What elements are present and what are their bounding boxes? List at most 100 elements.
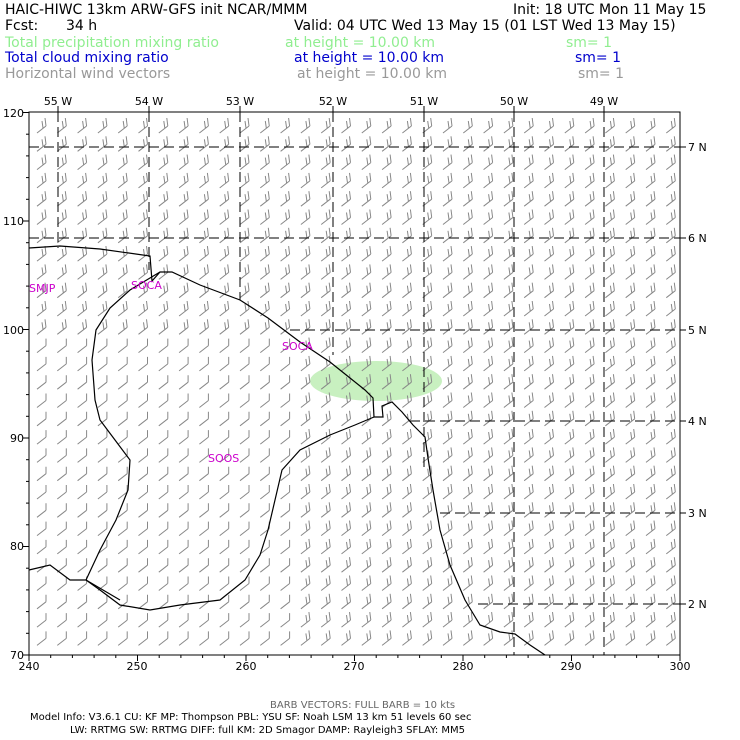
wind-barb xyxy=(77,191,88,207)
wind-barb xyxy=(138,576,148,591)
wind-barb xyxy=(77,117,88,134)
wind-barb xyxy=(158,539,169,555)
wind-barb xyxy=(77,613,88,628)
wind-barb xyxy=(544,154,554,170)
wind-barb xyxy=(503,191,514,207)
wind-barb xyxy=(56,521,67,536)
wind-barb xyxy=(625,154,636,170)
wind-barb xyxy=(564,154,575,170)
wind-barb xyxy=(442,392,453,408)
wind-barb xyxy=(239,594,250,610)
wind-barb xyxy=(584,154,595,170)
wind-barb xyxy=(462,209,473,225)
wind-barb xyxy=(280,430,291,445)
wind-barb xyxy=(402,154,412,170)
wind-barb xyxy=(483,136,494,152)
wind-barb xyxy=(97,539,108,555)
wind-barb xyxy=(259,375,270,390)
wind-barb xyxy=(158,246,169,262)
wind-barb xyxy=(462,154,473,170)
wind-barb xyxy=(462,465,473,482)
wind-barb xyxy=(665,612,676,628)
wind-barb xyxy=(77,300,88,317)
wind-barb xyxy=(97,558,108,573)
wind-barb xyxy=(503,483,514,500)
wind-barb xyxy=(483,191,494,207)
wind-barb xyxy=(199,375,209,390)
wind-barb xyxy=(117,136,128,152)
wind-barb xyxy=(239,319,250,335)
wind-barb xyxy=(219,264,230,280)
wind-barb xyxy=(56,282,67,299)
wind-barb xyxy=(138,631,148,646)
wind-barb xyxy=(97,485,108,500)
wind-barb xyxy=(341,630,351,646)
wind-barb xyxy=(341,502,351,518)
wind-barb xyxy=(219,300,230,317)
wind-barb xyxy=(442,557,453,573)
wind-barb xyxy=(341,191,351,207)
wind-barb xyxy=(361,392,372,408)
wind-barb xyxy=(564,538,575,555)
wind-barb xyxy=(56,631,67,646)
wind-barb xyxy=(36,319,47,335)
wind-barb xyxy=(442,300,453,317)
wind-barb xyxy=(36,613,47,628)
wind-barb xyxy=(259,576,270,591)
wind-barb xyxy=(199,576,209,591)
wind-barb xyxy=(584,172,595,189)
wind-barb xyxy=(77,356,88,372)
wind-barb xyxy=(523,209,534,225)
wind-barb xyxy=(280,154,291,170)
wind-barb xyxy=(219,209,230,225)
wind-barb xyxy=(625,612,636,628)
wind-barb xyxy=(158,191,169,207)
wind-barb xyxy=(483,410,494,427)
wind-barb xyxy=(239,117,250,134)
wind-barb xyxy=(625,117,636,134)
wind-barb xyxy=(402,483,412,500)
wind-barb xyxy=(523,392,534,408)
wind-barb xyxy=(665,575,676,591)
wind-barb xyxy=(422,593,433,610)
wind-barb xyxy=(584,264,595,280)
wind-barb xyxy=(36,594,47,610)
wind-barb xyxy=(564,483,575,500)
wind-barb xyxy=(523,593,534,610)
wind-barb xyxy=(158,411,169,427)
wind-barb xyxy=(665,538,676,555)
wind-barb xyxy=(280,631,291,646)
wind-barb xyxy=(645,282,656,299)
wind-barb xyxy=(158,264,169,280)
wind-barb xyxy=(503,575,514,591)
wind-barb xyxy=(544,282,554,299)
wind-barb xyxy=(645,538,656,555)
wind-barb xyxy=(259,430,270,445)
wind-barb xyxy=(564,447,575,463)
wind-barb xyxy=(523,117,534,134)
wind-barb xyxy=(442,209,453,225)
wind-barb xyxy=(320,154,331,170)
wind-barb xyxy=(625,520,636,536)
wind-barb xyxy=(158,448,169,463)
wind-barb xyxy=(259,117,270,134)
wind-barb xyxy=(462,612,473,628)
wind-barb xyxy=(422,483,433,500)
wind-barb xyxy=(280,576,291,591)
wind-barb xyxy=(402,593,412,610)
wind-barb xyxy=(320,465,331,482)
wind-barb xyxy=(77,485,88,500)
wind-barb xyxy=(138,430,148,445)
wind-barb xyxy=(280,539,291,555)
wind-barb xyxy=(442,483,453,500)
wind-barb xyxy=(341,282,351,299)
wind-barb xyxy=(300,282,311,299)
wind-barb xyxy=(300,117,311,134)
wind-barb xyxy=(300,374,311,390)
wind-barb xyxy=(259,246,270,262)
wind-barb xyxy=(381,264,392,280)
wind-barb xyxy=(219,191,230,207)
wind-barb xyxy=(178,338,189,353)
wind-barb xyxy=(178,576,189,591)
wind-barb xyxy=(158,631,169,646)
